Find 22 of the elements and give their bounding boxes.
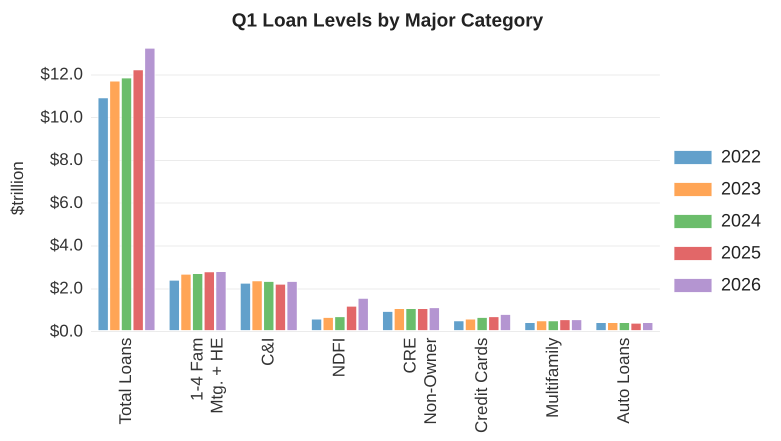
y-tick-label: $12.0 — [40, 64, 83, 84]
y-tick-label: $10.0 — [40, 107, 83, 126]
y-tick-label: $6.0 — [50, 192, 83, 212]
legend-label: 2022 — [720, 146, 762, 166]
x-tick-label: Auto Loans — [614, 338, 634, 424]
x-tick-label: Credit Cards — [472, 338, 491, 434]
y-tick-label: $0.0 — [50, 321, 83, 340]
legend-label: 2026 — [720, 274, 762, 294]
x-tick-label: C&I — [258, 338, 278, 366]
x-tick-label: NDFI — [330, 338, 349, 378]
legend-label: 2025 — [720, 242, 762, 262]
legend-label: 2024 — [720, 210, 762, 230]
chart-title: Q1 Loan Levels by Major Category — [232, 10, 544, 32]
y-tick-label: $2.0 — [50, 278, 83, 298]
y-tick-label: $4.0 — [50, 236, 83, 255]
x-tick-label: CRE Non-Owner — [400, 337, 440, 425]
legend-label: 2023 — [720, 178, 762, 198]
y-tick-label: $8.0 — [50, 150, 83, 170]
x-tick-label: Multifamily — [542, 337, 562, 418]
x-tick-label: 1-4 Fam Mtg. + HE — [187, 338, 227, 414]
x-tick-label: Total Loans — [116, 338, 136, 425]
y-axis-title: $trillion — [8, 161, 27, 216]
